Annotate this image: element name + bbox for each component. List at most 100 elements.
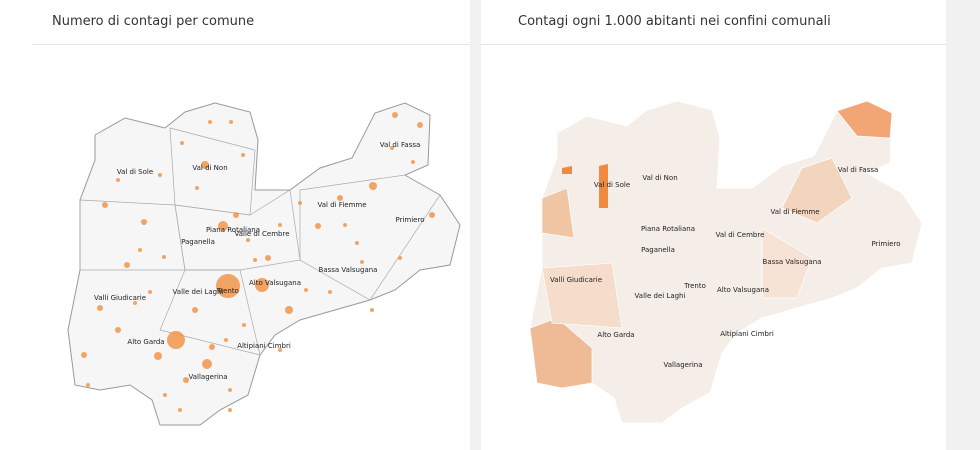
shaded-area — [836, 100, 893, 139]
bubble — [343, 223, 347, 227]
bubble — [208, 120, 212, 124]
bubble — [224, 338, 228, 342]
bubble — [116, 178, 120, 182]
bubble — [162, 255, 166, 259]
bubble — [390, 146, 394, 150]
area-label: Val di Non — [192, 164, 227, 172]
bubble — [141, 219, 147, 225]
bubble — [218, 221, 228, 231]
bubble — [138, 248, 142, 252]
area-label: Vallagerina — [188, 373, 227, 381]
bubble — [337, 195, 343, 201]
bubble — [315, 223, 321, 229]
bubble — [265, 255, 271, 261]
bubble — [81, 352, 87, 358]
bubble — [398, 256, 402, 260]
left-map: Val di Sole Val di Non Val di Fassa Val di … — [67, 102, 461, 426]
bubble — [216, 274, 240, 298]
area-label: Bassa Valsugana — [763, 258, 822, 266]
bubble — [304, 288, 308, 292]
bubble — [192, 307, 198, 313]
area-label: Alto Garda — [597, 331, 634, 339]
district-border — [159, 269, 261, 356]
bubble — [355, 241, 359, 245]
area-label: Piana Rotaliana — [641, 225, 695, 233]
area-label: Val di Non — [642, 174, 677, 182]
bubble — [241, 153, 245, 157]
divider — [481, 44, 946, 45]
bubble — [86, 383, 90, 387]
area-label: Trento — [683, 282, 706, 290]
bubble — [298, 201, 302, 205]
bubble — [392, 112, 398, 118]
bubble — [278, 348, 282, 352]
area-label: Val di Sole — [594, 181, 630, 189]
bubble — [253, 258, 257, 262]
area-label: Valle di Cembre — [234, 230, 289, 238]
bubble — [229, 120, 233, 124]
area-label: Val di Fiemme — [317, 201, 366, 209]
bubble — [209, 344, 215, 350]
bubble — [124, 262, 130, 268]
bubble — [233, 212, 239, 218]
area-label: Altipiani Cimbri — [237, 342, 291, 350]
bubble — [183, 377, 189, 383]
bubble — [369, 182, 377, 190]
area-label: Paganella — [181, 238, 215, 246]
bubble — [246, 238, 250, 242]
bubble — [228, 408, 232, 412]
territory — [67, 102, 461, 426]
bubble — [180, 141, 184, 145]
area-label: Valle dei Laghi — [635, 292, 686, 300]
area-label: Alto Garda — [127, 338, 164, 346]
area-label: Trento — [216, 287, 239, 295]
bubble — [178, 408, 182, 412]
bubble — [154, 352, 162, 360]
divider — [32, 44, 470, 45]
bubble — [202, 359, 212, 369]
right-map: Val di Sole Val di Non Val di Fassa Val di … — [529, 100, 923, 424]
panel-title: Contagi ogni 1.000 abitanti nei confini … — [518, 14, 831, 29]
area-label: Alto Valsugana — [717, 286, 769, 294]
area-label: Val di Fassa — [838, 166, 879, 174]
bubble — [328, 290, 332, 294]
shaded-area — [781, 157, 853, 224]
bubble — [115, 327, 121, 333]
bubble — [97, 305, 103, 311]
area-label: Altipiani Cimbri — [720, 330, 774, 338]
bubble — [195, 186, 199, 190]
bubble — [133, 301, 137, 305]
bubble — [285, 306, 293, 314]
bubble — [278, 223, 282, 227]
area-label: Primiero — [396, 216, 425, 224]
district-border — [299, 174, 441, 301]
bubble — [148, 290, 152, 294]
area-label: Val di Cembre — [716, 231, 765, 239]
area-label: Val di Fassa — [380, 141, 421, 149]
bubble — [102, 202, 108, 208]
bubble — [158, 173, 162, 177]
area-label: Paganella — [641, 246, 675, 254]
area-label: Primiero — [872, 240, 901, 248]
panel-title: Numero di contagi per comune — [52, 14, 255, 29]
area-label: Alto Valsugana — [249, 279, 301, 287]
bubble — [163, 393, 167, 397]
shaded-area — [599, 164, 608, 208]
shaded-area — [761, 227, 813, 299]
area-label: Valle dei Laghi — [173, 288, 224, 296]
area-label: Val di Fiemme — [770, 208, 819, 216]
area-label: Valli Giudicarie — [550, 276, 602, 284]
bubble — [370, 308, 374, 312]
bubble — [242, 323, 246, 327]
bubble — [411, 160, 415, 164]
shaded-area — [541, 187, 575, 239]
bubble — [417, 122, 423, 128]
bubble — [255, 278, 269, 292]
bubble — [429, 212, 435, 218]
bubble — [167, 331, 185, 349]
area-label: Valli Giudicarie — [94, 294, 146, 302]
area-label: Vallagerina — [663, 361, 702, 369]
shaded-area — [541, 262, 623, 329]
